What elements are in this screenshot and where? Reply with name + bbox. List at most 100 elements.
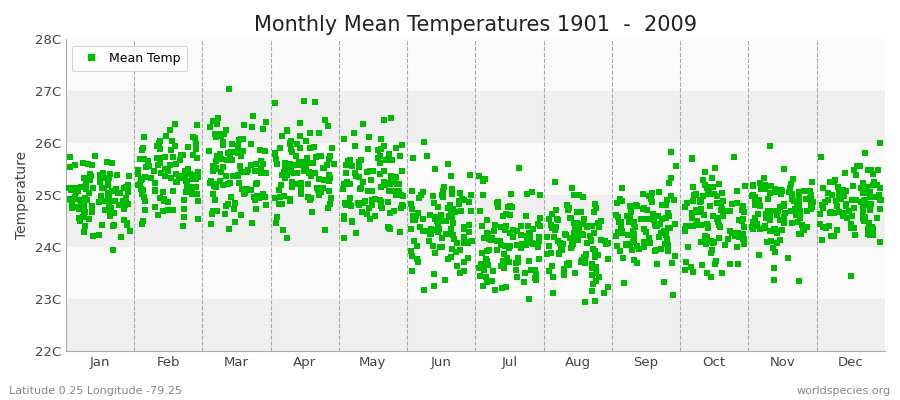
Point bbox=[133, 177, 148, 183]
Point bbox=[767, 276, 781, 283]
Point bbox=[169, 160, 184, 167]
Point bbox=[749, 223, 763, 230]
Point bbox=[76, 211, 91, 217]
Point bbox=[427, 283, 441, 290]
Point bbox=[79, 197, 94, 203]
Point bbox=[63, 187, 77, 193]
Point bbox=[225, 157, 239, 164]
Point bbox=[768, 226, 782, 232]
Point bbox=[748, 202, 762, 208]
Point bbox=[407, 237, 421, 244]
Point bbox=[688, 222, 703, 229]
Point bbox=[382, 180, 397, 187]
Point bbox=[461, 254, 475, 261]
Point bbox=[684, 264, 698, 270]
Point bbox=[843, 224, 858, 231]
Point bbox=[545, 224, 560, 231]
Point bbox=[446, 236, 461, 242]
Point bbox=[451, 198, 465, 205]
Bar bbox=[66, 39, 885, 91]
Point bbox=[389, 192, 403, 198]
Point bbox=[860, 184, 875, 190]
Point bbox=[615, 185, 629, 192]
Point bbox=[410, 243, 425, 249]
Point bbox=[216, 164, 230, 171]
Point bbox=[130, 167, 145, 173]
Point bbox=[158, 197, 172, 204]
Point bbox=[245, 220, 259, 226]
Point bbox=[505, 227, 519, 233]
Point bbox=[761, 196, 776, 202]
Point bbox=[374, 197, 388, 204]
Point bbox=[578, 260, 592, 266]
Point bbox=[102, 175, 116, 181]
Point bbox=[652, 234, 666, 240]
Point bbox=[493, 238, 508, 244]
Point bbox=[585, 272, 599, 278]
Point bbox=[705, 274, 719, 281]
Point bbox=[374, 146, 388, 152]
Point bbox=[246, 112, 260, 119]
Point bbox=[526, 240, 540, 247]
Point bbox=[709, 258, 724, 264]
Point bbox=[316, 184, 330, 191]
Point bbox=[297, 158, 311, 165]
Point bbox=[84, 173, 98, 179]
Point bbox=[768, 186, 782, 192]
Point bbox=[759, 215, 773, 221]
Point bbox=[185, 172, 200, 178]
Point bbox=[788, 206, 802, 212]
Point bbox=[787, 176, 801, 182]
Point bbox=[830, 226, 844, 233]
Point bbox=[698, 182, 712, 189]
Point bbox=[254, 158, 268, 164]
Point bbox=[339, 202, 354, 208]
Point bbox=[389, 145, 403, 152]
Point bbox=[431, 224, 446, 230]
Point bbox=[395, 202, 410, 208]
Point bbox=[77, 223, 92, 229]
Point bbox=[659, 228, 673, 234]
Point bbox=[203, 178, 218, 184]
Point bbox=[632, 246, 646, 252]
Point bbox=[135, 221, 149, 227]
Point bbox=[149, 155, 164, 162]
Point bbox=[390, 181, 404, 188]
Point bbox=[222, 86, 237, 92]
Point bbox=[240, 167, 255, 173]
Point bbox=[496, 251, 510, 258]
Point bbox=[338, 200, 352, 206]
Point bbox=[148, 203, 163, 210]
Point bbox=[462, 222, 476, 228]
Point bbox=[423, 226, 437, 233]
Point bbox=[796, 227, 811, 233]
Point bbox=[814, 201, 829, 208]
Point bbox=[481, 262, 495, 268]
Point bbox=[354, 156, 368, 163]
Point bbox=[139, 164, 153, 170]
Point bbox=[737, 182, 751, 189]
Point bbox=[860, 185, 874, 192]
Point bbox=[446, 232, 461, 238]
Point bbox=[225, 173, 239, 180]
Point bbox=[233, 153, 248, 160]
Point bbox=[509, 228, 524, 234]
Point bbox=[389, 189, 403, 195]
Point bbox=[644, 190, 659, 196]
Point bbox=[445, 191, 459, 197]
Point bbox=[834, 194, 849, 200]
Point bbox=[856, 210, 870, 216]
Point bbox=[770, 212, 784, 218]
Point bbox=[623, 203, 637, 210]
Point bbox=[464, 192, 478, 198]
Point bbox=[737, 209, 751, 216]
Point bbox=[519, 191, 534, 197]
Point bbox=[153, 194, 167, 201]
Point bbox=[601, 256, 616, 262]
Point bbox=[428, 166, 443, 172]
Point bbox=[752, 211, 766, 218]
Point bbox=[293, 186, 308, 192]
Point bbox=[382, 156, 396, 162]
Point bbox=[453, 200, 467, 207]
Point bbox=[705, 175, 719, 181]
